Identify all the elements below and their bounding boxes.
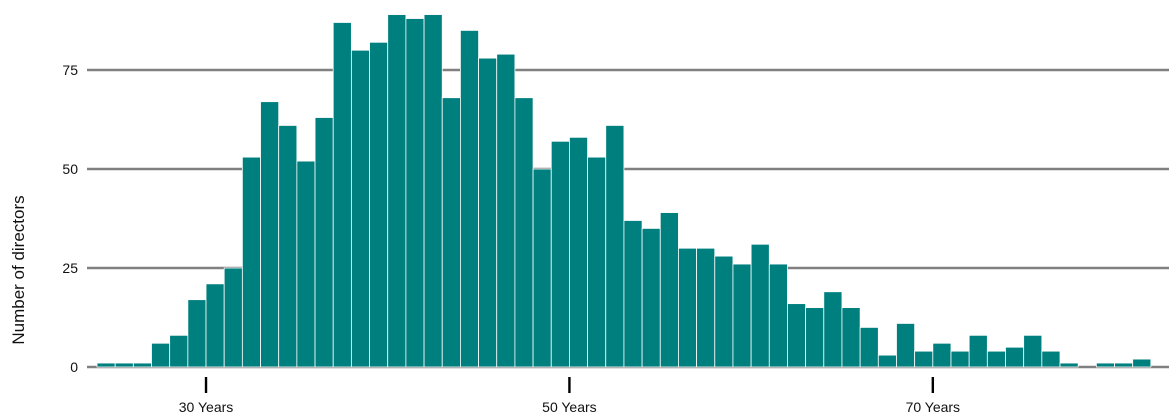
histogram-bar	[496, 53, 516, 368]
histogram-bar	[314, 117, 334, 368]
histogram-bar	[823, 291, 843, 368]
histogram-bar	[950, 350, 970, 368]
histogram-bar	[896, 323, 916, 368]
y-tick-labels: 0 25 50 75	[62, 62, 78, 375]
histogram-bar	[459, 29, 479, 368]
histogram-bar	[223, 267, 243, 368]
histogram-bar	[1005, 346, 1025, 368]
histogram-bar	[932, 342, 952, 368]
histogram-bar	[1095, 362, 1115, 368]
histogram-bar	[569, 136, 588, 368]
bars	[96, 14, 1152, 368]
y-tick-label: 25	[62, 260, 78, 276]
histogram-bar	[1059, 362, 1079, 368]
histogram-bar	[805, 307, 825, 368]
histogram-bar	[296, 160, 316, 368]
histogram-bar	[859, 326, 879, 368]
histogram-bar	[1023, 334, 1043, 368]
histogram-bar	[1132, 358, 1152, 368]
histogram-bar	[187, 299, 207, 368]
histogram-bar	[605, 125, 625, 368]
histogram-bar	[423, 14, 443, 368]
y-tick-label: 75	[62, 62, 78, 78]
histogram-bar	[387, 14, 407, 368]
histogram-bar	[678, 247, 698, 368]
histogram-bar	[696, 247, 716, 368]
histogram-bar	[241, 156, 261, 368]
histogram-bar	[914, 350, 934, 368]
histogram-bar	[151, 342, 171, 368]
histogram-bar	[641, 227, 661, 368]
histogram-bar	[96, 362, 116, 368]
histogram-bar	[750, 243, 770, 368]
x-tick-label: 50 Years	[542, 399, 597, 415]
histogram-bar	[841, 307, 861, 368]
histogram-bar	[968, 334, 988, 368]
histogram-bar	[768, 263, 788, 368]
histogram-bar	[478, 57, 498, 368]
histogram-bar	[169, 334, 189, 368]
histogram-bar	[369, 41, 389, 368]
histogram-bar	[278, 125, 298, 368]
histogram-bar	[714, 255, 734, 368]
y-tick-label: 50	[62, 161, 78, 177]
histogram-bar	[732, 263, 752, 368]
histogram-bar	[260, 101, 280, 368]
x-tick-label: 30 Years	[179, 399, 234, 415]
histogram-bar	[532, 168, 552, 368]
histogram-bar	[623, 220, 643, 368]
histogram-bar	[877, 354, 897, 368]
histogram-bar	[350, 49, 370, 368]
y-axis-title: Number of directors	[9, 195, 28, 344]
x-tick-label: 70 Years	[906, 399, 961, 415]
histogram-bar	[114, 362, 134, 368]
x-ticks: 30 Years 50 Years 70 Years	[179, 377, 960, 415]
histogram-bar	[405, 18, 425, 368]
histogram-bar	[441, 97, 461, 368]
y-tick-label: 0	[70, 359, 78, 375]
histogram-bar	[587, 156, 607, 368]
histogram-bar	[332, 22, 352, 368]
histogram-bar	[132, 362, 152, 368]
histogram-bar	[787, 303, 807, 368]
histogram-bar	[986, 350, 1006, 368]
histogram-bar	[659, 212, 679, 368]
histogram-bar	[1114, 362, 1134, 368]
histogram-bar	[205, 283, 225, 368]
histogram-bar	[1041, 350, 1061, 368]
histogram-bar	[514, 97, 534, 368]
histogram-bar	[550, 140, 570, 368]
